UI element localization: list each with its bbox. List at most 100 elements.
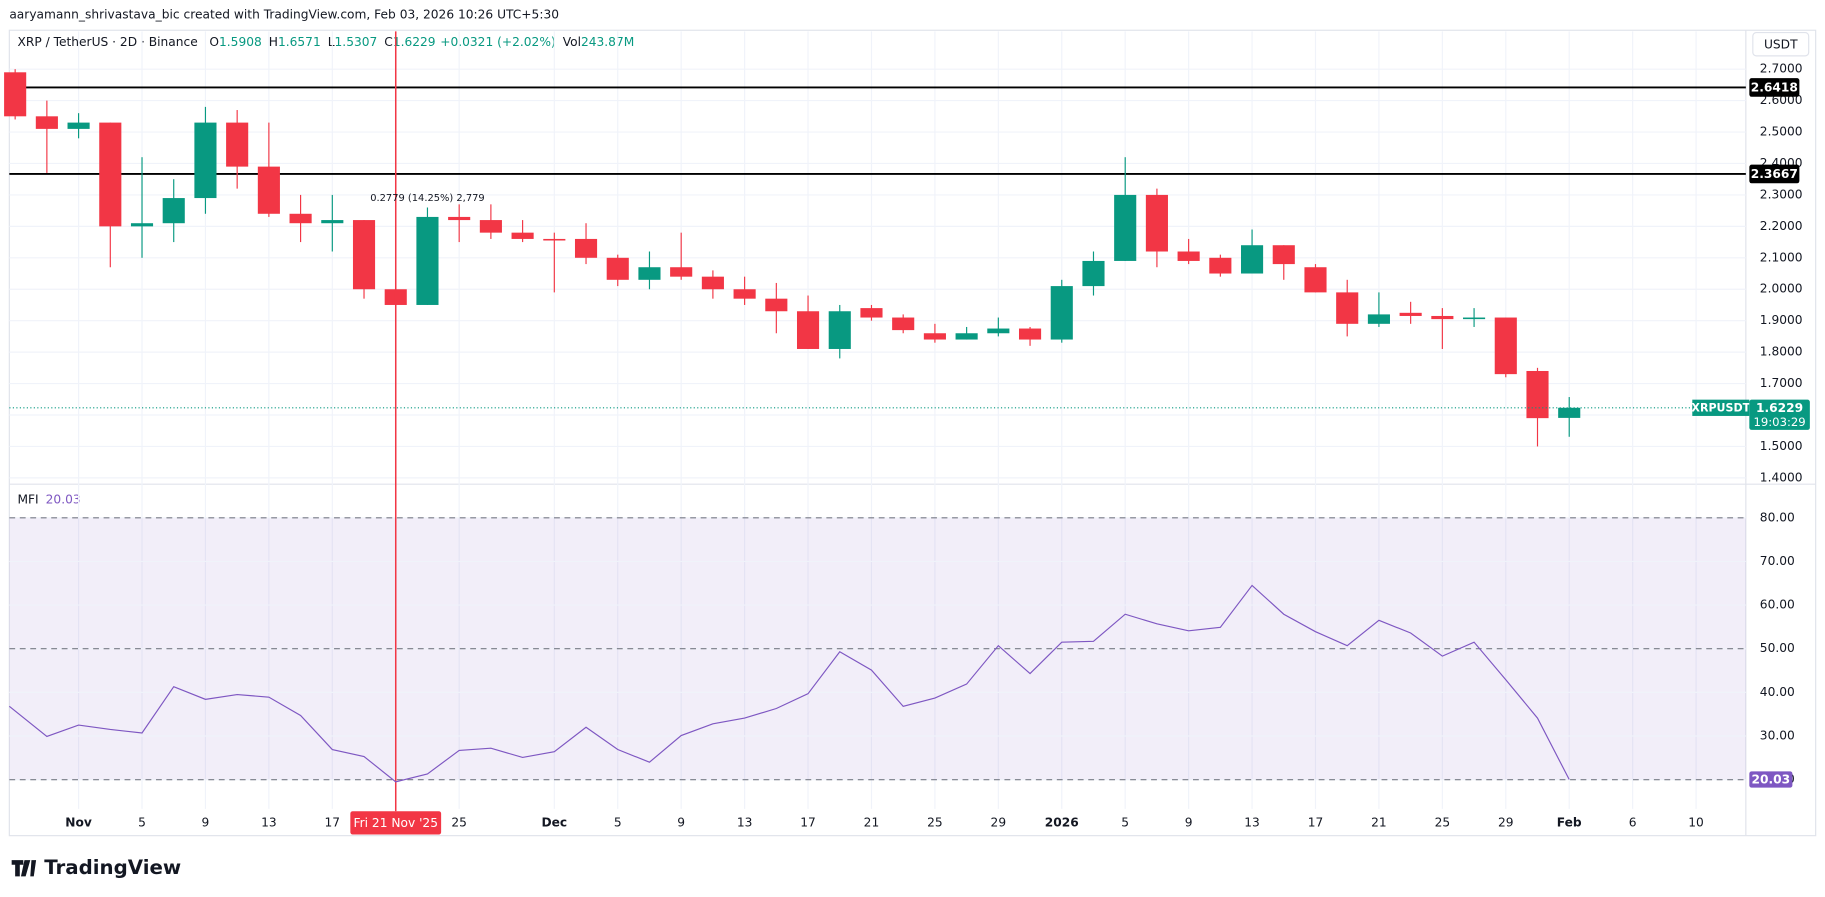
candle-body [1494, 317, 1517, 375]
candle-body [1558, 407, 1581, 418]
x-tick-label: 25 [927, 815, 943, 829]
candle-body [1018, 328, 1042, 340]
last-price-name: XRPUSDT [1691, 401, 1750, 414]
unit-box [1752, 32, 1810, 57]
x-tick-label: 29 [1498, 815, 1514, 829]
last-price-label: 1.6229 [1756, 401, 1803, 415]
indicator-value: 20.03 [46, 492, 81, 506]
candle-body [1304, 267, 1327, 293]
candle-body [416, 216, 439, 305]
candle-body [796, 311, 820, 349]
x-tick-label: 21 [1371, 815, 1387, 829]
x-tick-label: 13 [737, 815, 753, 829]
candle-body [289, 213, 312, 224]
price-label-box [1749, 164, 1800, 184]
indicator-title: MFI [17, 492, 38, 506]
candle-body [1209, 257, 1232, 274]
y-tick-label: 1.4000 [1760, 470, 1803, 484]
candle-body [701, 276, 724, 290]
y-tick-label: 50.00 [1760, 641, 1795, 655]
x-tick-label: 5 [138, 815, 146, 829]
price-label-box [1749, 78, 1800, 97]
x-tick-label: 13 [1244, 815, 1260, 829]
x-tick-label: 13 [261, 815, 277, 829]
x-tick-label: 5 [614, 815, 622, 829]
candle-body [1526, 370, 1549, 419]
price-label: 2.6418 [1751, 81, 1798, 95]
x-tick-label: 5 [1121, 815, 1129, 829]
candle-body [1367, 314, 1390, 324]
candle-body [1336, 292, 1359, 324]
legend-value: 1.6229 [393, 34, 436, 48]
attribution: aaryamann_shrivastava_bic created with T… [9, 8, 559, 22]
y-tick-label: 2.5000 [1760, 125, 1803, 139]
x-tick-label: 17 [800, 815, 816, 829]
candle-body [321, 220, 344, 224]
symbol-title: XRP / TetherUS · 2D · Binance [17, 34, 197, 48]
candle-body [4, 72, 27, 117]
candle-body [892, 317, 915, 331]
x-tick-label: 21 [864, 815, 880, 829]
candle-body [99, 122, 122, 227]
legend-change: +0.0321 (+2.02%) [440, 34, 555, 48]
legend-key: Vol [563, 34, 581, 48]
y-tick-label: 2.0000 [1760, 282, 1803, 296]
measure-annotation: 0.2779 (14.25%) 2,779 [370, 193, 484, 204]
brand-logo [11, 860, 37, 877]
brand-name: TradingView [44, 856, 181, 879]
crosshair-label-box [350, 811, 442, 835]
last-price-box [1749, 399, 1810, 430]
x-tick-label: Feb [1557, 815, 1582, 829]
x-tick-label: 9 [202, 815, 210, 829]
y-tick-label: 1.7000 [1760, 376, 1803, 390]
price-label: 2.3667 [1751, 167, 1798, 181]
last-price-name-box [1692, 399, 1750, 416]
candle-body [574, 238, 598, 258]
candle-body [828, 311, 851, 349]
x-tick-label: 10 [1688, 815, 1704, 829]
y-tick-label: 2.2000 [1760, 219, 1803, 233]
legend-value: 1.5908 [219, 34, 262, 48]
x-tick-label: 25 [451, 815, 467, 829]
candle-body [35, 116, 58, 129]
candle-body [1463, 317, 1486, 320]
candle-body [194, 122, 217, 199]
x-tick-label: 17 [1308, 815, 1324, 829]
indicator-value-box [1749, 771, 1793, 788]
candle-body [162, 198, 185, 224]
candle-body [257, 166, 280, 214]
y-tick-label: 30.00 [1760, 729, 1795, 743]
y-tick-label: 80.00 [1760, 510, 1795, 524]
y-tick-label: 70.00 [1760, 554, 1795, 568]
candle-body [1177, 251, 1200, 261]
x-tick-label: Nov [65, 815, 92, 829]
candle-body [543, 238, 566, 241]
x-tick-label: 25 [1435, 815, 1451, 829]
legend-value: 243.87M [581, 34, 634, 48]
y-tick-label: 1.8000 [1760, 345, 1803, 359]
candle-body [352, 220, 376, 290]
candle-body [511, 232, 534, 239]
candle-body [923, 333, 946, 340]
y-tick-label: 2.3000 [1760, 187, 1803, 201]
x-tick-label: 9 [1185, 815, 1193, 829]
y-tick-label: 1.5000 [1760, 439, 1803, 453]
x-tick-label: 2026 [1045, 815, 1079, 829]
y-tick-label: 1.9000 [1760, 313, 1803, 327]
brand: TradingView [11, 856, 181, 879]
legend-value: 1.6571 [278, 34, 321, 48]
candle-body [860, 308, 883, 318]
candle-body [955, 333, 978, 340]
y-tick-label: 40.00 [1760, 685, 1795, 699]
legend-key: L [328, 34, 335, 48]
candle-body [606, 257, 629, 280]
x-tick-label: Dec [541, 815, 567, 829]
legend-key: H [269, 34, 278, 48]
x-tick-label: 9 [677, 815, 685, 829]
candle-body [1241, 245, 1264, 274]
candle-body [1114, 194, 1137, 261]
legend-key: C [384, 34, 393, 48]
crosshair-label: Fri 21 Nov '25 [353, 816, 438, 830]
